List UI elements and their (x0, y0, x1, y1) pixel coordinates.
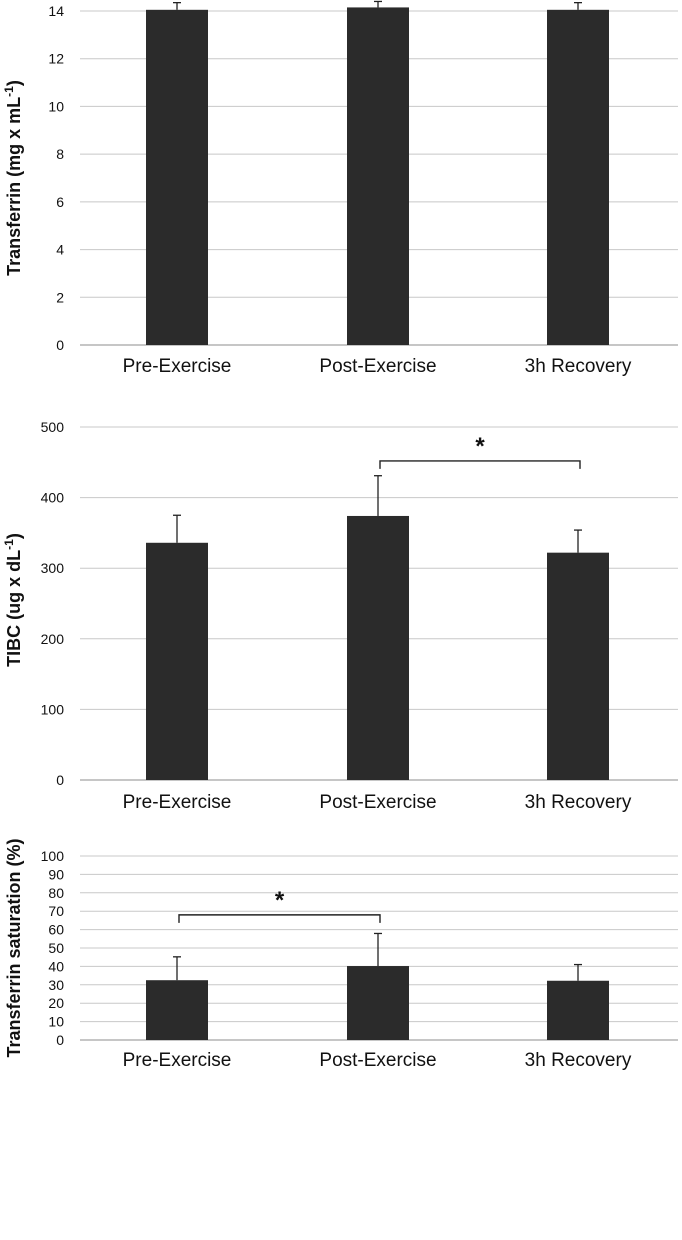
chart-panel-3: 0 10 20 30 40 50 60 70 80 90 100 Pre-Exercise Post-E… (4, 838, 678, 1071)
bar-2 (347, 966, 409, 1040)
bar-3 (547, 980, 609, 1040)
y-tick-label: 0 (56, 337, 64, 353)
y-tick-label: 90 (48, 866, 64, 882)
bar-2 (347, 7, 409, 346)
y-tick-label: 200 (41, 631, 65, 647)
y-tick-label: 80 (48, 885, 64, 901)
y-tick-label: 0 (56, 1032, 64, 1048)
y-tick-label: 500 (41, 419, 65, 435)
bar-3 (547, 552, 609, 780)
x-tick-label: 3h Recovery (525, 1050, 632, 1071)
y-tick-label: 100 (41, 848, 65, 864)
chart-panel-1: 0 2 4 6 8 10 12 14 Pre-Exercise Post-Exercise 3h R… (2, 0, 678, 377)
y-tick-label: 70 (48, 903, 64, 919)
y-tick-label: 40 (48, 958, 64, 974)
y-tick-label: 400 (41, 490, 65, 506)
significance-marker: * (275, 887, 285, 914)
y-tick-label: 50 (48, 940, 64, 956)
significance-marker: * (475, 433, 485, 460)
x-tick-label: 3h Recovery (525, 356, 632, 377)
y-axis-label: TIBC (ug x dL-1) (2, 533, 24, 667)
y-tick-label: 14 (48, 3, 64, 19)
y-tick-label: 100 (41, 701, 65, 717)
significance-bracket (379, 460, 581, 469)
y-tick-label: 0 (56, 772, 64, 788)
x-tick-label: Post-Exercise (319, 792, 436, 813)
y-tick-label: 10 (48, 1014, 64, 1030)
x-tick-label: Pre-Exercise (123, 356, 232, 377)
y-tick-label: 8 (56, 146, 64, 162)
y-tick-label: 12 (48, 51, 64, 67)
x-tick-label: Pre-Exercise (123, 792, 232, 813)
chart-panel-2: 0 100 200 300 400 500 Pre-Exercise Post-Exercis… (2, 419, 678, 813)
y-tick-label: 60 (48, 922, 64, 938)
y-tick-label: 300 (41, 560, 65, 576)
bar-1 (146, 9, 208, 346)
y-tick-label: 4 (56, 242, 64, 258)
y-tick-label: 10 (48, 98, 64, 114)
bar-1 (146, 980, 208, 1040)
x-tick-label: Pre-Exercise (123, 1050, 232, 1071)
y-tick-label: 20 (48, 995, 64, 1011)
x-tick-label: Post-Exercise (319, 356, 436, 377)
significance-bracket (178, 914, 381, 923)
y-axis-label: Transferrin (mg x mL-1) (2, 80, 24, 276)
bar-2 (347, 515, 409, 780)
y-tick-label: 30 (48, 977, 64, 993)
y-tick-label: 6 (56, 194, 64, 210)
y-tick-label: 2 (56, 289, 64, 305)
x-tick-label: Post-Exercise (319, 1050, 436, 1071)
y-axis-label: Transferrin saturation (%) (4, 838, 24, 1057)
bar-3 (547, 9, 609, 346)
bar-1 (146, 542, 208, 780)
x-tick-label: 3h Recovery (525, 792, 632, 813)
